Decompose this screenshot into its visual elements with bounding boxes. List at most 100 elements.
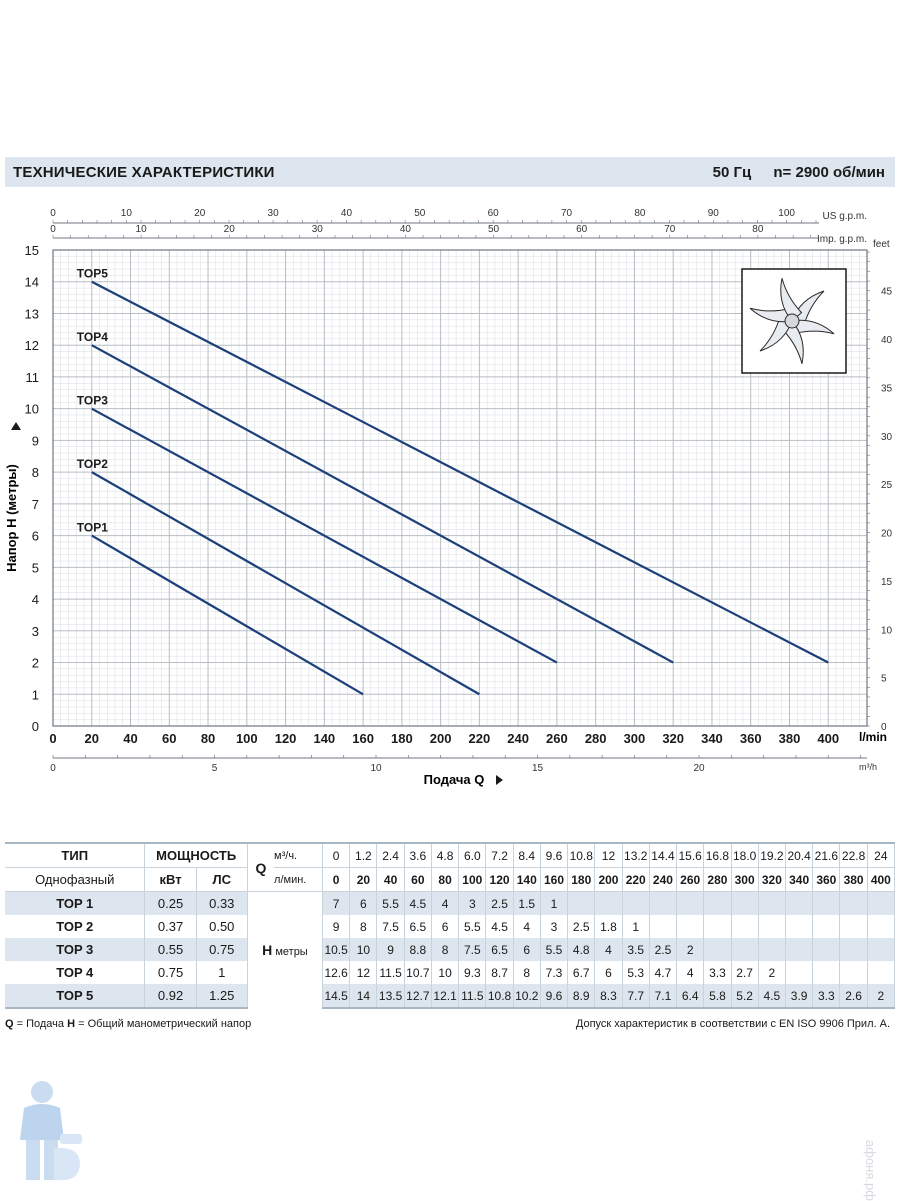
head-value-cell: 2.5: [567, 915, 596, 938]
x-tick-label: 120: [275, 731, 297, 746]
q-m3h-cell: 3.6: [404, 842, 432, 868]
x-tick-label: 260: [546, 731, 568, 746]
head-value-cell: 3: [540, 915, 569, 938]
head-value-cell: 7.1: [649, 984, 678, 1009]
head-value-cell: 9.3: [458, 961, 487, 984]
q-lmin-cell: 400: [867, 867, 896, 892]
q-lmin-cell: 0: [322, 867, 351, 892]
q-unit-m3h: м³/ч.: [274, 842, 324, 868]
head-value-cell: [758, 938, 787, 961]
head-value-cell: 5.5: [376, 891, 405, 915]
x-tick-label: 180: [391, 731, 413, 746]
plot-area: [53, 250, 867, 726]
x-axis-arrow-icon: [496, 775, 503, 785]
head-value-cell: 5.5: [458, 915, 487, 938]
series-label-top3: TOP3: [77, 394, 108, 408]
head-value-cell: [758, 915, 787, 938]
watermark: афоня.рф: [858, 1080, 900, 1201]
h-unit: метры: [272, 946, 308, 958]
head-value-cell: 6: [431, 915, 460, 938]
footer-q-key: Q: [5, 1018, 14, 1030]
q-lmin-cell: 220: [622, 867, 650, 892]
impgpm-tick-label: 70: [664, 224, 676, 235]
y-tick-label: 12: [25, 338, 39, 353]
impgpm-tick-label: 10: [136, 224, 148, 235]
x-tick-label: 60: [162, 731, 176, 746]
head-value-cell: 4.8: [567, 938, 596, 961]
q-lmin-cell: 60: [404, 867, 432, 892]
head-value-cell: [867, 915, 896, 938]
head-value-cell: [867, 961, 896, 984]
x-tick-label: 340: [701, 731, 723, 746]
row-model-name: TOP 5: [5, 984, 146, 1009]
head-value-cell: [676, 915, 705, 938]
x-tick-label: 280: [585, 731, 607, 746]
x-tick-label: 320: [662, 731, 684, 746]
usgpm-tick-label: 30: [268, 208, 280, 219]
feet-tick-label: 40: [881, 335, 893, 346]
q-lmin-cell: 140: [513, 867, 541, 892]
h-label-cell: H метры: [247, 891, 324, 1008]
head-value-cell: 7: [322, 891, 351, 915]
feet-tick-label: 15: [881, 577, 893, 588]
feet-unit-label: feet: [873, 239, 890, 250]
row-hp-value: 1.25: [196, 984, 248, 1009]
usgpm-tick-label: 90: [708, 208, 720, 219]
feet-tick-label: 45: [881, 287, 893, 298]
row-model-name: TOP 4: [5, 961, 146, 984]
speed-label: n= 2900 об/мин: [773, 164, 885, 181]
feet-tick-label: 10: [881, 625, 893, 636]
y-axis-title: Напор Н (метры): [4, 464, 19, 572]
row-hp-value: 0.50: [196, 915, 248, 938]
q-m3h-cell: 24: [867, 842, 896, 868]
q-m3h-cell: 8.4: [513, 842, 541, 868]
usgpm-tick-label: 70: [561, 208, 573, 219]
head-value-cell: 5.5: [540, 938, 569, 961]
q-lmin-cell: 200: [594, 867, 623, 892]
head-value-cell: 1.8: [594, 915, 623, 938]
feet-tick-label: 30: [881, 432, 893, 443]
row-hp-value: 1: [196, 961, 248, 984]
y-tick-label: 3: [32, 624, 39, 639]
usgpm-unit-label: US g.p.m.: [823, 211, 867, 222]
series-label-top2: TOP2: [77, 457, 108, 471]
impgpm-tick-label: 50: [488, 224, 500, 235]
head-value-cell: 4.5: [404, 891, 432, 915]
head-value-cell: 10.2: [513, 984, 541, 1009]
x-tick-label: 40: [123, 731, 137, 746]
head-value-cell: 6: [349, 891, 378, 915]
x-tick-label: 400: [817, 731, 839, 746]
series-line-top3: [91, 407, 558, 664]
q-label: Q: [247, 842, 275, 892]
q-lmin-cell: 100: [458, 867, 487, 892]
head-value-cell: [785, 915, 814, 938]
head-value-cell: [703, 938, 732, 961]
usgpm-tick-label: 20: [194, 208, 206, 219]
head-value-cell: [676, 891, 705, 915]
head-value-cell: 10.8: [485, 984, 514, 1009]
head-value-cell: 7.5: [458, 938, 487, 961]
row-hp-value: 0.33: [196, 891, 248, 915]
head-value-cell: 4: [594, 938, 623, 961]
x-tick-label: 0: [49, 731, 56, 746]
m3h-tick-label: 15: [532, 763, 544, 774]
q-m3h-cell: 13.2: [622, 842, 650, 868]
m3h-tick-label: 0: [50, 763, 56, 774]
q-m3h-cell: 2.4: [376, 842, 405, 868]
q-lmin-cell: 320: [758, 867, 787, 892]
head-value-cell: 8: [431, 938, 460, 961]
head-value-cell: 6: [513, 938, 541, 961]
head-value-cell: 10: [431, 961, 460, 984]
head-value-cell: 7.3: [540, 961, 569, 984]
head-value-cell: 6.5: [404, 915, 432, 938]
head-value-cell: [731, 891, 759, 915]
usgpm-tick-label: 40: [341, 208, 353, 219]
row-kw-value: 0.92: [144, 984, 197, 1009]
q-lmin-cell: 180: [567, 867, 596, 892]
q-m3h-cell: 0: [322, 842, 351, 868]
head-value-cell: [731, 915, 759, 938]
q-lmin-cell: 40: [376, 867, 405, 892]
x-tick-label: 100: [236, 731, 258, 746]
head-value-cell: [785, 891, 814, 915]
